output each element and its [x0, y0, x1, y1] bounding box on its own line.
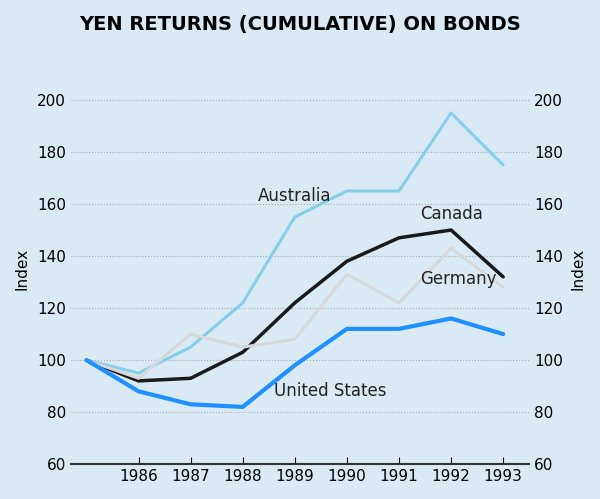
Text: YEN RETURNS (CUMULATIVE) ON BONDS: YEN RETURNS (CUMULATIVE) ON BONDS	[79, 15, 521, 34]
Text: Australia: Australia	[259, 187, 332, 205]
Text: Germany: Germany	[420, 270, 496, 288]
Text: United States: United States	[274, 382, 386, 400]
Y-axis label: Index: Index	[570, 248, 585, 290]
Text: Canada: Canada	[420, 206, 482, 224]
Y-axis label: Index: Index	[15, 248, 30, 290]
